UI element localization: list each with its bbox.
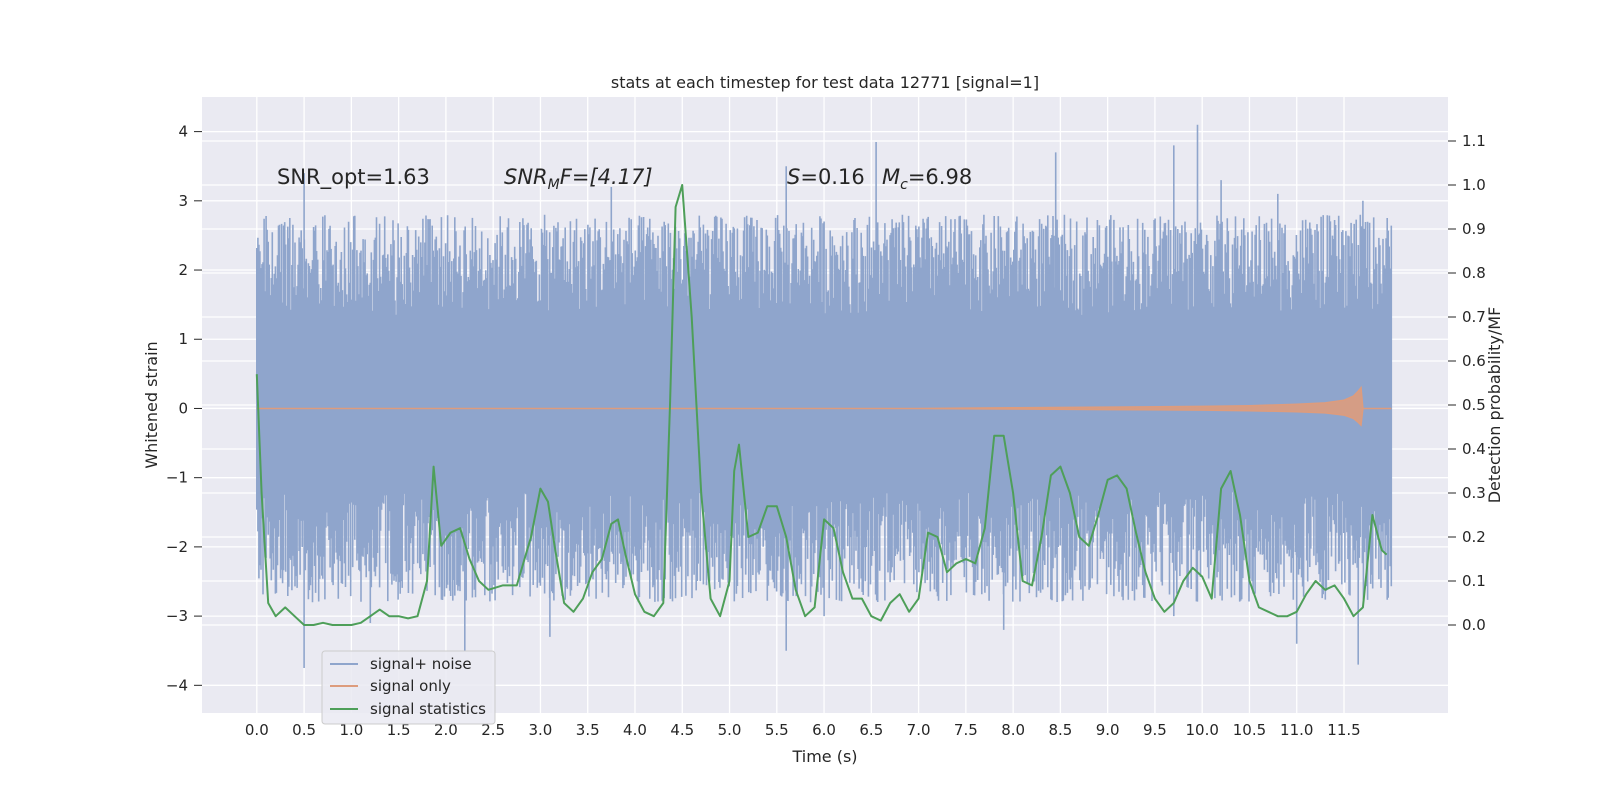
stats-series-layer: [255, 184, 1388, 626]
y-right-tick-label: 0.2: [1462, 528, 1486, 546]
x-tick-label: 5.5: [765, 721, 789, 739]
y-left-tick-label: −1: [166, 469, 188, 487]
annotation-group: SNR_opt=1.63 SNRMF=[4.17] S=0.16 Mc=6.98: [277, 165, 972, 193]
y-left-tick-label: 4: [178, 123, 188, 141]
annotation-mc: Mc=6.98: [882, 165, 972, 193]
x-tick-label: 10.5: [1233, 721, 1266, 739]
annotation-mc-subscript: c: [900, 177, 908, 193]
annotation-s-value: =0.16: [800, 165, 864, 189]
y-right-tick-label: 0.5: [1462, 396, 1486, 414]
x-tick-label: 6.5: [859, 721, 883, 739]
y-right-tick-label: 0.7: [1462, 308, 1486, 326]
annotation-s-label: S: [787, 165, 800, 189]
signal-series-envelope: [256, 385, 1392, 427]
annotation-mc-value: =6.98: [908, 165, 972, 189]
annotation-snr-mf-label: SNR: [504, 165, 548, 189]
x-tick-label: 8.5: [1048, 721, 1072, 739]
y-right-axis-title: Detection probability/MF: [1485, 307, 1504, 504]
annotation-snr-mf-subscript: M: [548, 177, 560, 193]
y-left-axis-title: Whitened strain: [142, 341, 161, 468]
legend: signal+ noise signal only signal statist…: [321, 650, 496, 725]
legend-box: [321, 650, 496, 725]
annotation-mc-label: M: [882, 165, 900, 189]
x-tick-label: 9.5: [1143, 721, 1167, 739]
y-left-tick-layer: −4 −3 −2 −1 0 1 2 3 4: [166, 123, 202, 694]
y-right-tick-label: 0.3: [1462, 484, 1486, 502]
signal-series-layer: [256, 385, 1392, 427]
y-right-tick-label: 1.0: [1462, 176, 1486, 194]
y-right-tick-label: 1.1: [1462, 132, 1486, 150]
x-tick-label: 2.0: [434, 721, 458, 739]
x-tick-label: 9.0: [1096, 721, 1120, 739]
y-right-tick-layer: 0.0 0.1 0.2 0.3 0.4 0.5 0.6 0.7 0.8 0.9 1.0 1.1: [1448, 132, 1486, 634]
y-left-tick-label: 0: [178, 399, 188, 417]
x-tick-label: 1.0: [339, 721, 363, 739]
annotation-snr-opt: SNR_opt=1.63: [277, 165, 430, 190]
y-left-tick-label: 3: [178, 192, 188, 210]
y-right-tick-label: 0.6: [1462, 352, 1486, 370]
x-tick-label: 10.0: [1186, 721, 1219, 739]
x-tick-label: 3.5: [576, 721, 600, 739]
x-tick-layer: 0.0 0.5 1.0 1.5 2.0 2.5 3.0 3.5 4.0 4.5 5.0 5.5 6.0 6…: [245, 721, 1361, 739]
x-tick-label: 7.5: [954, 721, 978, 739]
annotation-snr-mf: SNRMF=[4.17]: [504, 165, 653, 193]
x-tick-label: 6.0: [812, 721, 836, 739]
x-tick-label: 4.0: [623, 721, 647, 739]
x-tick-label: 4.5: [670, 721, 694, 739]
y-right-tick-label: 0.1: [1462, 572, 1486, 590]
noise-series-layer: [256, 124, 1393, 668]
y-left-tick-label: 1: [178, 330, 188, 348]
y-right-tick-label: 0.8: [1462, 264, 1486, 282]
annotation-snr-mf-value: F=[4.17]: [560, 165, 653, 189]
y-right-tick-label: 0.9: [1462, 220, 1486, 238]
y-right-tick-label: 0.0: [1462, 616, 1486, 634]
legend-label-signal: signal only: [370, 677, 451, 695]
x-tick-label: 0.0: [245, 721, 269, 739]
x-tick-label: 7.0: [907, 721, 931, 739]
y-right-tick-label: 0.4: [1462, 440, 1486, 458]
x-tick-label: 11.5: [1327, 721, 1360, 739]
stats-series-line: [255, 184, 1388, 626]
x-tick-label: 8.0: [1001, 721, 1025, 739]
x-tick-label: 0.5: [292, 721, 316, 739]
y-left-tick-label: 2: [178, 261, 188, 279]
x-axis-title: Time (s): [791, 747, 857, 766]
x-tick-label: 5.0: [718, 721, 742, 739]
legend-label-stats: signal statistics: [370, 700, 486, 718]
x-tick-label: 11.0: [1280, 721, 1313, 739]
x-tick-label: 1.5: [387, 721, 411, 739]
legend-label-noise: signal+ noise: [370, 655, 472, 673]
y-left-tick-label: −2: [166, 538, 188, 556]
y-left-tick-label: −4: [166, 676, 188, 694]
annotation-s: S=0.16: [787, 165, 865, 189]
x-tick-label: 3.0: [529, 721, 553, 739]
x-tick-label: 2.5: [481, 721, 505, 739]
chart-title: stats at each timestep for test data 127…: [611, 73, 1039, 92]
y-left-tick-label: −3: [166, 607, 188, 625]
